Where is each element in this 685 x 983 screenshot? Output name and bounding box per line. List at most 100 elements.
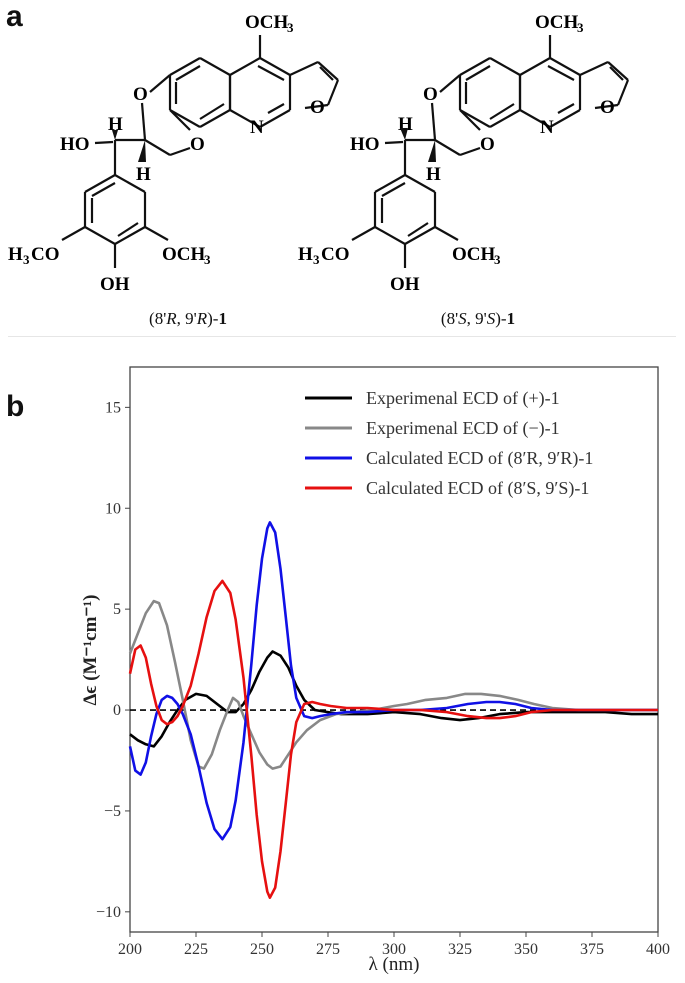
benzene-bond [489, 57, 521, 76]
pyridine-bond [229, 57, 261, 76]
benzene-bond [169, 109, 201, 128]
furan-bond [326, 79, 340, 106]
legend-label-3: Calculated ECD of (8′S, 9′S)-1 [366, 478, 589, 499]
benzene-double [465, 65, 491, 81]
x-tick-label: 250 [250, 941, 274, 958]
y-tick-label: 10 [105, 500, 121, 517]
series-line-3 [128, 579, 658, 899]
legend-label-2: Calculated ECD of (8′R, 9′R)-1 [366, 448, 593, 469]
methoxy-left-rest: CO [321, 244, 350, 265]
y-tick-label: 0 [113, 702, 121, 719]
hydroxyl-label: HO [350, 134, 380, 155]
furan-bond [317, 61, 339, 81]
dioxane-oxygen-1: O [423, 84, 438, 105]
legend: Experimenal ECD of (+)-1 Experimenal ECD … [305, 388, 593, 499]
methoxy-left-label: H [298, 244, 313, 265]
pyridine-bond [229, 109, 261, 128]
x-tick-label: 400 [646, 941, 670, 958]
aryl-double [117, 222, 139, 237]
methoxy-right-label: OCH [162, 244, 206, 265]
y-tick-label: 5 [113, 601, 121, 618]
hydrogen-upper: H [108, 114, 123, 135]
dioxane-bond [459, 146, 481, 157]
ome-sub: 3 [287, 20, 294, 35]
aryl-bond [114, 174, 146, 193]
aryl-bond [114, 226, 146, 245]
methoxy-left-sub: 3 [23, 252, 30, 267]
methoxy-right-sub: 3 [204, 252, 211, 267]
methoxy-left-sub: 3 [313, 252, 320, 267]
dioxane-bond [430, 102, 437, 141]
aryl-double [407, 222, 429, 237]
caption-8R9R: (8'R, 9'R)-1 [149, 309, 227, 328]
ho-bond [94, 140, 114, 145]
pyridine-double [267, 103, 285, 114]
benzene-double [175, 65, 201, 81]
aryl-double [91, 182, 116, 197]
caption-8S9S: (8'S, 9'S)-1 [440, 309, 516, 328]
dioxane-oxygen-2: O [190, 134, 205, 155]
benzene-bond [199, 109, 231, 128]
ho-bond [384, 140, 404, 145]
aryl-bond [374, 226, 406, 245]
ome-left-bond [351, 226, 376, 241]
dioxane-oxygen-2: O [480, 134, 495, 155]
ome-right-bond [434, 226, 459, 241]
benzene-double [199, 103, 225, 120]
hydroxyl-label: HO [60, 134, 90, 155]
x-tick-label: 275 [316, 941, 340, 958]
axis-ticks: 200 225 250 275 300 325 350 375 400 −10 −5 0 5 10 15 [96, 399, 670, 958]
legend-label-0: Experimenal ECD of (+)-1 [366, 388, 560, 409]
x-axis-label: λ (nm) [369, 954, 420, 975]
methoxy-right-sub: 3 [494, 252, 501, 267]
hydrogen-lower: H [426, 164, 441, 185]
benzene-double [489, 103, 515, 120]
x-tick-label: 325 [448, 941, 472, 958]
benzene-bond [459, 57, 491, 76]
x-tick-label: 200 [118, 941, 142, 958]
dioxane-bond [169, 109, 191, 131]
x-tick-label: 225 [184, 941, 208, 958]
pyridine-bond [519, 57, 551, 76]
furan-bond [304, 103, 329, 110]
dioxane-bond [144, 139, 171, 156]
methoxy-left-label: H [8, 244, 23, 265]
dioxane-bond [149, 74, 171, 93]
pyridine-double [257, 65, 285, 81]
ome-sub: 3 [577, 20, 584, 35]
furan-bond [289, 61, 319, 76]
wedge-bond [138, 140, 146, 162]
dioxane-bond [459, 109, 481, 131]
panel-divider [8, 336, 676, 337]
pyridine-bond [549, 57, 581, 76]
aryl-double [381, 182, 406, 197]
aryl-bond [84, 174, 116, 193]
furan-oxygen: O [600, 97, 615, 118]
dioxane-bond [140, 102, 147, 141]
series-line-0 [129, 650, 658, 748]
ome-left-bond [61, 226, 86, 241]
wedge-bond [112, 130, 118, 140]
series-group [128, 521, 658, 899]
methoxy-left-rest: CO [31, 244, 60, 265]
furan-double [609, 66, 624, 81]
wedge-bond [428, 140, 436, 162]
ome-top-label: OCH [245, 12, 289, 33]
y-tick-label: 15 [105, 399, 121, 416]
furan-oxygen: O [310, 97, 325, 118]
benzene-bond [199, 57, 231, 76]
panel-label-a: a [6, 0, 23, 33]
aryl-bond [404, 226, 436, 245]
pyridine-nitrogen: N [250, 117, 264, 138]
furan-bond [579, 61, 609, 76]
pyridine-bond [259, 109, 291, 128]
hydrogen-lower: H [136, 164, 151, 185]
dioxane-bond [439, 74, 461, 93]
dioxane-bond [434, 139, 461, 156]
dioxane-bond [169, 146, 191, 157]
aryl-bond [404, 174, 436, 193]
furan-double [319, 66, 334, 81]
